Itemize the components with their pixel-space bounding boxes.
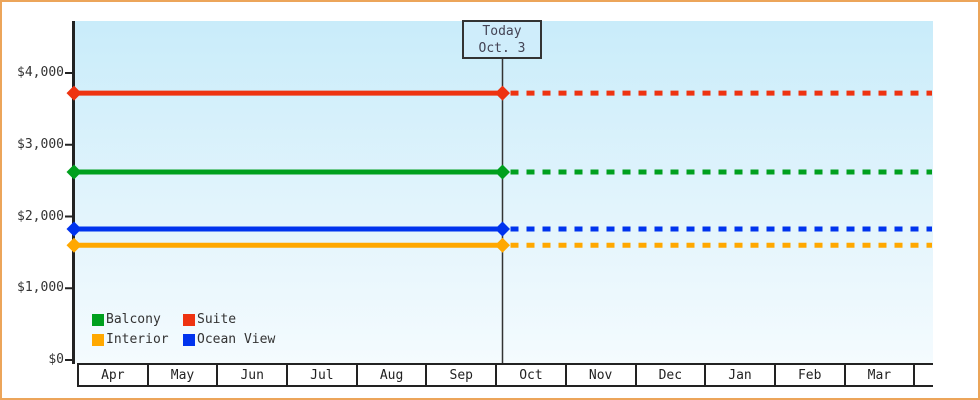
month-label: Jun: [240, 367, 264, 383]
plot-area: [75, 21, 933, 363]
month-label: Sep: [449, 367, 474, 383]
month-row-filler: [915, 365, 933, 385]
legend-label-ocean-view: Ocean View: [197, 332, 276, 347]
month-label: Mar: [867, 367, 892, 383]
month-cell-aug: Aug: [357, 365, 428, 385]
series-marker-suite-today: [495, 85, 510, 101]
month-label: Apr: [101, 367, 125, 383]
month-label: Dec: [658, 367, 683, 383]
interior-color-swatch-icon: [92, 333, 104, 346]
month-cell-jan: Jan: [706, 365, 776, 385]
y-axis-label: $0: [48, 352, 64, 367]
month-cell-nov: Nov: [566, 365, 637, 385]
month-label: Feb: [797, 367, 822, 383]
month-label: Jul: [310, 367, 334, 383]
y-axis-label: $3,000: [17, 136, 64, 152]
month-label: May: [170, 367, 195, 383]
series-marker-ocean-view-start: [66, 221, 82, 237]
legend-item-interior: Interior: [92, 332, 183, 347]
month-cell-apr: Apr: [79, 365, 149, 385]
today-annotation-box: Today Oct. 3: [462, 20, 542, 59]
legend-label-suite: Suite: [197, 312, 237, 327]
month-label: Aug: [379, 367, 404, 383]
legend: Balcony Suite Interior Ocean View: [92, 312, 275, 347]
legend-item-ocean-view: Ocean View: [183, 332, 275, 347]
month-cell-may: May: [148, 365, 219, 385]
series-marker-balcony-today: [495, 164, 510, 180]
y-axis-label: $4,000: [17, 65, 64, 80]
y-axis-label: $2,000: [17, 208, 64, 224]
series-marker-suite-start: [66, 85, 82, 101]
today-label: Today: [482, 23, 522, 39]
month-cell-jul: Jul: [288, 365, 358, 385]
month-cell-feb: Feb: [775, 365, 846, 385]
series-marker-interior-start: [66, 237, 82, 253]
month-label: Nov: [588, 367, 613, 383]
x-axis-month-row: Apr May Jun Jul Aug Sep Oct Nov Dec Jan …: [77, 363, 933, 387]
month-cell-mar: Mar: [845, 365, 916, 385]
suite-color-swatch-icon: [183, 313, 195, 326]
month-label: Oct: [519, 367, 543, 383]
legend-label-interior: Interior: [106, 332, 169, 347]
today-date: Oct. 3: [478, 40, 526, 56]
series-marker-interior-today: [495, 237, 510, 253]
y-axis-label: $1,000: [17, 280, 64, 296]
series-marker-ocean-view-today: [495, 221, 510, 237]
legend-item-balcony: Balcony: [92, 312, 183, 327]
legend-item-suite: Suite: [183, 312, 275, 327]
month-cell-sep: Sep: [427, 365, 498, 385]
ocean-view-color-swatch-icon: [183, 333, 195, 346]
month-cell-jun: Jun: [218, 365, 289, 385]
month-cell-oct: Oct: [497, 365, 567, 385]
legend-label-balcony: Balcony: [106, 312, 161, 327]
balcony-color-swatch-icon: [92, 313, 104, 326]
month-cell-dec: Dec: [636, 365, 707, 385]
series-marker-balcony-start: [66, 164, 82, 180]
month-label: Jan: [728, 367, 752, 383]
